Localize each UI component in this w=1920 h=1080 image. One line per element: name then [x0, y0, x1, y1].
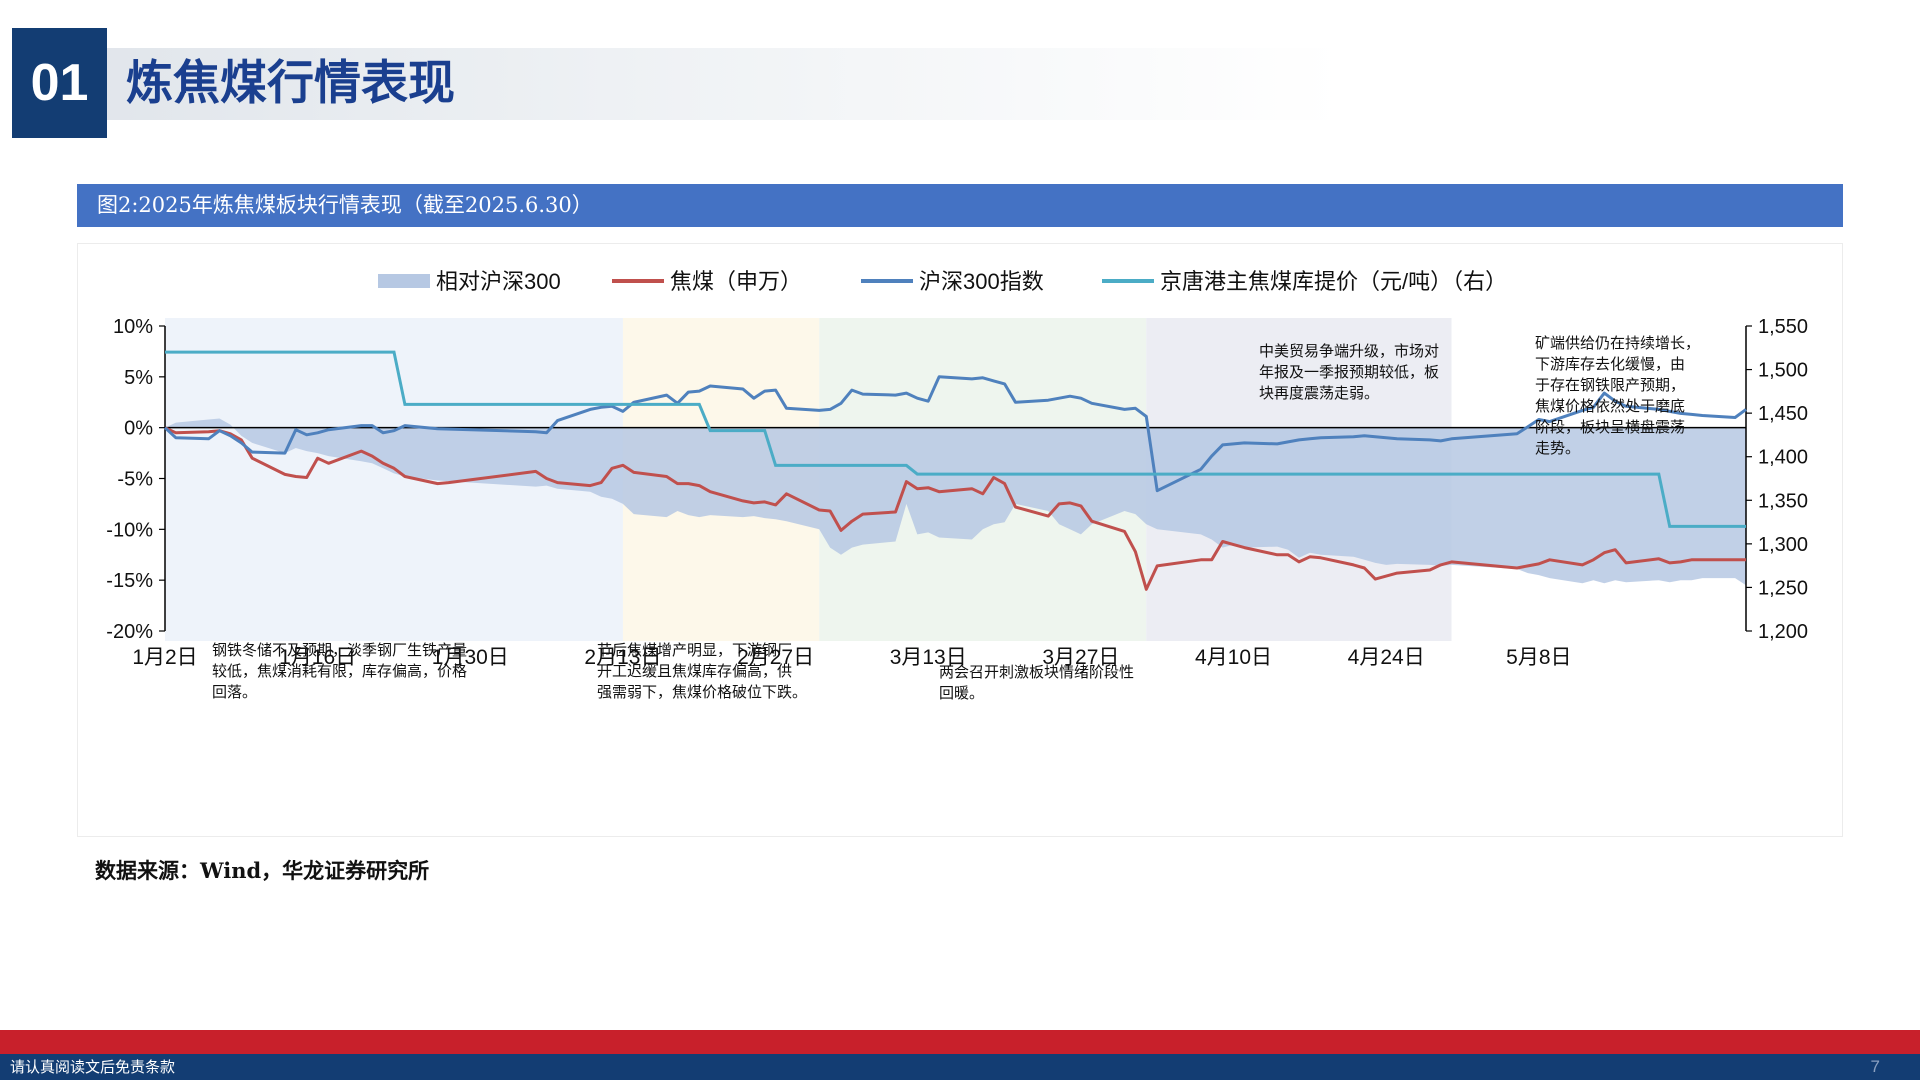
- phase-annotation-line: 于存在钢铁限产预期，: [1535, 376, 1685, 394]
- left-axis-tick-label: 10%: [113, 316, 153, 338]
- phase-annotation-line: 回落。: [212, 683, 257, 701]
- phase-annotation-line: 回暖。: [939, 684, 984, 702]
- legend-label: 京唐港主焦煤库提价（元/吨）（右）: [1160, 269, 1507, 294]
- left-axis-tick-label: 5%: [124, 367, 153, 389]
- legend-item-1: 相对沪深300: [378, 269, 561, 294]
- left-axis-tick-label: -10%: [106, 519, 153, 541]
- footer-blue-band: [0, 1054, 1920, 1080]
- phase-annotation-line: 钢铁冬储不及预期，淡季钢厂生铁产量: [212, 641, 467, 659]
- phase-annotation-line: 较低，焦煤消耗有限，库存偏高，价格: [212, 662, 467, 680]
- right-axis-tick-label: 1,400: [1758, 447, 1808, 469]
- chart: 10% 5% 0% -5% -10% -15% -20% 1,550 1,500 1,450 1,4…: [106, 269, 1808, 702]
- phase-annotation-line: 矿端供给仍在持续增长，: [1535, 334, 1700, 352]
- x-axis-tick-label: 5月8日: [1506, 646, 1571, 669]
- x-axis-tick-label: 1月2日: [132, 646, 197, 669]
- right-axis-tick-label: 1,500: [1758, 360, 1808, 382]
- phase-annotation-line: 中美贸易争端升级，市场对: [1259, 342, 1439, 360]
- left-axis-tick-label: -20%: [106, 621, 153, 643]
- legend-label: 相对沪深300: [436, 269, 561, 294]
- series-area-relative-hs300: [165, 418, 1746, 586]
- x-axis-tick-label: 3月27日: [1042, 646, 1119, 669]
- phase-annotation-line: 强需弱下，焦煤价格破位下跌。: [597, 683, 807, 701]
- phase-annotation-line: 块再度震荡走弱。: [1259, 384, 1379, 402]
- phase-annotation-line: 两会召开刺激板块情绪阶段性: [939, 663, 1134, 681]
- right-axis-tick-label: 1,200: [1758, 621, 1808, 643]
- legend-label: 焦煤（申万）: [670, 269, 802, 294]
- series-line-coking-coal: [164, 426, 1746, 591]
- series-line-hs300: [163, 375, 1747, 493]
- section-number: 01: [12, 28, 107, 138]
- right-axis-tick-label: 1,350: [1758, 490, 1808, 512]
- phase-annotation-line: 阶段，板块呈横盘震荡: [1535, 418, 1685, 436]
- legend-item-2: 焦煤（申万）: [612, 269, 802, 294]
- phase-annotation-line: 下游库存去化缓慢，由: [1535, 355, 1685, 373]
- legend-swatch: [378, 274, 430, 288]
- right-axis-tick-label: 1,250: [1758, 577, 1808, 599]
- left-axis-tick-label: -5%: [117, 469, 153, 491]
- left-axis-tick-label: 0%: [124, 418, 153, 440]
- x-axis-tick-label: 4月24日: [1348, 646, 1425, 669]
- page-number: 7: [1870, 1057, 1880, 1076]
- left-axis-tick-label: -15%: [106, 570, 153, 592]
- right-axis-tick-label: 1,450: [1758, 403, 1808, 425]
- phase-annotation-line: 节后焦煤增产明显，下游钢厂: [597, 641, 792, 659]
- right-axis-tick-label: 1,550: [1758, 316, 1808, 338]
- legend-item-3: 沪深300指数: [861, 269, 1044, 294]
- phase-annotation-line: 焦煤价格依然处于磨底: [1535, 397, 1685, 415]
- x-axis-tick-label: 1月16日: [279, 646, 356, 669]
- x-axis-tick-label: 2月27日: [737, 646, 814, 669]
- phase-annotation-line: 年报及一季报预期较低，板: [1259, 363, 1439, 381]
- x-axis-tick-label: 3月13日: [890, 646, 967, 669]
- data-source: 数据来源：Wind，华龙证券研究所: [95, 858, 430, 883]
- series-line-port-price: [165, 350, 1746, 528]
- x-axis-tick-label: 1月30日: [432, 646, 509, 669]
- legend-label: 沪深300指数: [919, 269, 1044, 294]
- right-axis-tick-label: 1,300: [1758, 534, 1808, 556]
- figure-caption: 图2:2025年炼焦煤板块行情表现（截至2025.6.30）: [77, 184, 1843, 227]
- x-axis-tick-label: 4月10日: [1195, 646, 1272, 669]
- x-axis-tick-label: 2月13日: [584, 646, 661, 669]
- footer-disclaimer[interactable]: 请认真阅读文后免责条款: [10, 1058, 176, 1076]
- phase-annotation-line: 走势。: [1535, 439, 1580, 457]
- footer-red-band: [0, 1030, 1920, 1054]
- page-title: 炼焦煤行情表现: [126, 56, 455, 111]
- legend-item-4: 京唐港主焦煤库提价（元/吨）（右）: [1102, 269, 1507, 294]
- phase-annotation-line: 开工迟缓且焦煤库存偏高，供: [597, 662, 792, 680]
- header-band: [12, 48, 1342, 120]
